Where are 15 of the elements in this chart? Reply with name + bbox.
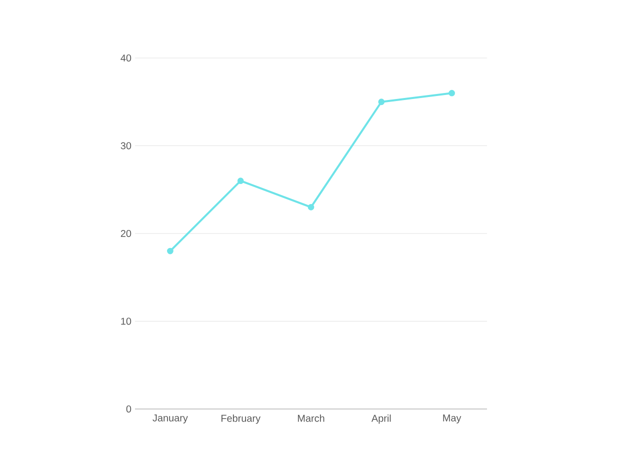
- x-tick-label: February: [221, 414, 261, 424]
- x-tick-label: April: [371, 414, 391, 424]
- y-tick-label: 30: [120, 142, 132, 150]
- point: [378, 98, 385, 106]
- point: [308, 204, 314, 210]
- point: [237, 178, 244, 184]
- y-tick-label: 10: [121, 318, 132, 325]
- x-tick-label: January: [152, 414, 188, 424]
- point: [167, 248, 174, 254]
- y-tick-label: 20: [120, 230, 132, 238]
- x-tick-label: May: [443, 414, 462, 424]
- y-tick-label: 40: [120, 54, 132, 62]
- y-tick-label: 0: [126, 405, 132, 413]
- x-tick-label: March: [298, 414, 324, 422]
- point: [448, 90, 455, 96]
